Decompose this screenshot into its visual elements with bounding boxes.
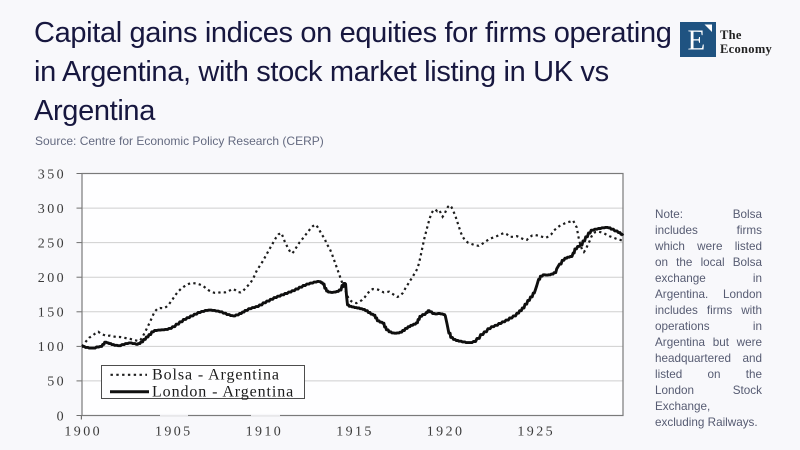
svg-text:50: 50 bbox=[47, 375, 66, 390]
svg-text:1920: 1920 bbox=[427, 425, 465, 440]
svg-text:London - Argentina: London - Argentina bbox=[152, 384, 294, 401]
svg-text:0: 0 bbox=[57, 409, 66, 424]
svg-text:300: 300 bbox=[38, 202, 66, 217]
svg-text:E: E bbox=[688, 25, 706, 57]
svg-text:100: 100 bbox=[38, 340, 66, 355]
svg-text:150: 150 bbox=[38, 306, 66, 321]
svg-text:1905: 1905 bbox=[155, 425, 193, 440]
svg-text:1925: 1925 bbox=[517, 425, 555, 440]
svg-text:250: 250 bbox=[38, 236, 66, 251]
svg-text:1900: 1900 bbox=[64, 425, 102, 440]
svg-text:1915: 1915 bbox=[336, 425, 374, 440]
svg-text:1910: 1910 bbox=[246, 425, 284, 440]
svg-text:Bolsa - Argentina: Bolsa - Argentina bbox=[152, 367, 280, 384]
svg-text:350: 350 bbox=[38, 167, 66, 182]
svg-text:200: 200 bbox=[38, 271, 66, 286]
